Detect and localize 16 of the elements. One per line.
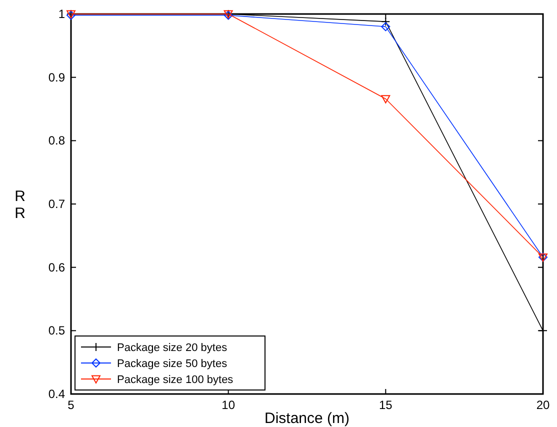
x-tick-label: 20 [536, 398, 550, 412]
y-tick-label: 0.6 [48, 260, 66, 274]
y-tick-label: 1 [58, 7, 66, 21]
y-axis-title: R R [14, 188, 26, 222]
x-tick-label: 10 [222, 398, 236, 412]
legend-label: Package size 20 bytes [117, 342, 228, 354]
legend-label: Package size 100 bytes [117, 374, 234, 386]
y-tick-label: 0.7 [48, 197, 66, 211]
y-tick-label: 0.8 [48, 134, 66, 148]
y-tick-label: 0.9 [48, 70, 66, 84]
y-tick-label: 0.5 [48, 324, 66, 338]
x-tick-label: 5 [68, 398, 75, 412]
y-tick-label: 0.4 [48, 387, 66, 401]
x-tick-label: 15 [378, 398, 393, 412]
x-axis-title: Distance (m) [264, 410, 350, 427]
legend-label: Package size 50 bytes [117, 358, 228, 370]
